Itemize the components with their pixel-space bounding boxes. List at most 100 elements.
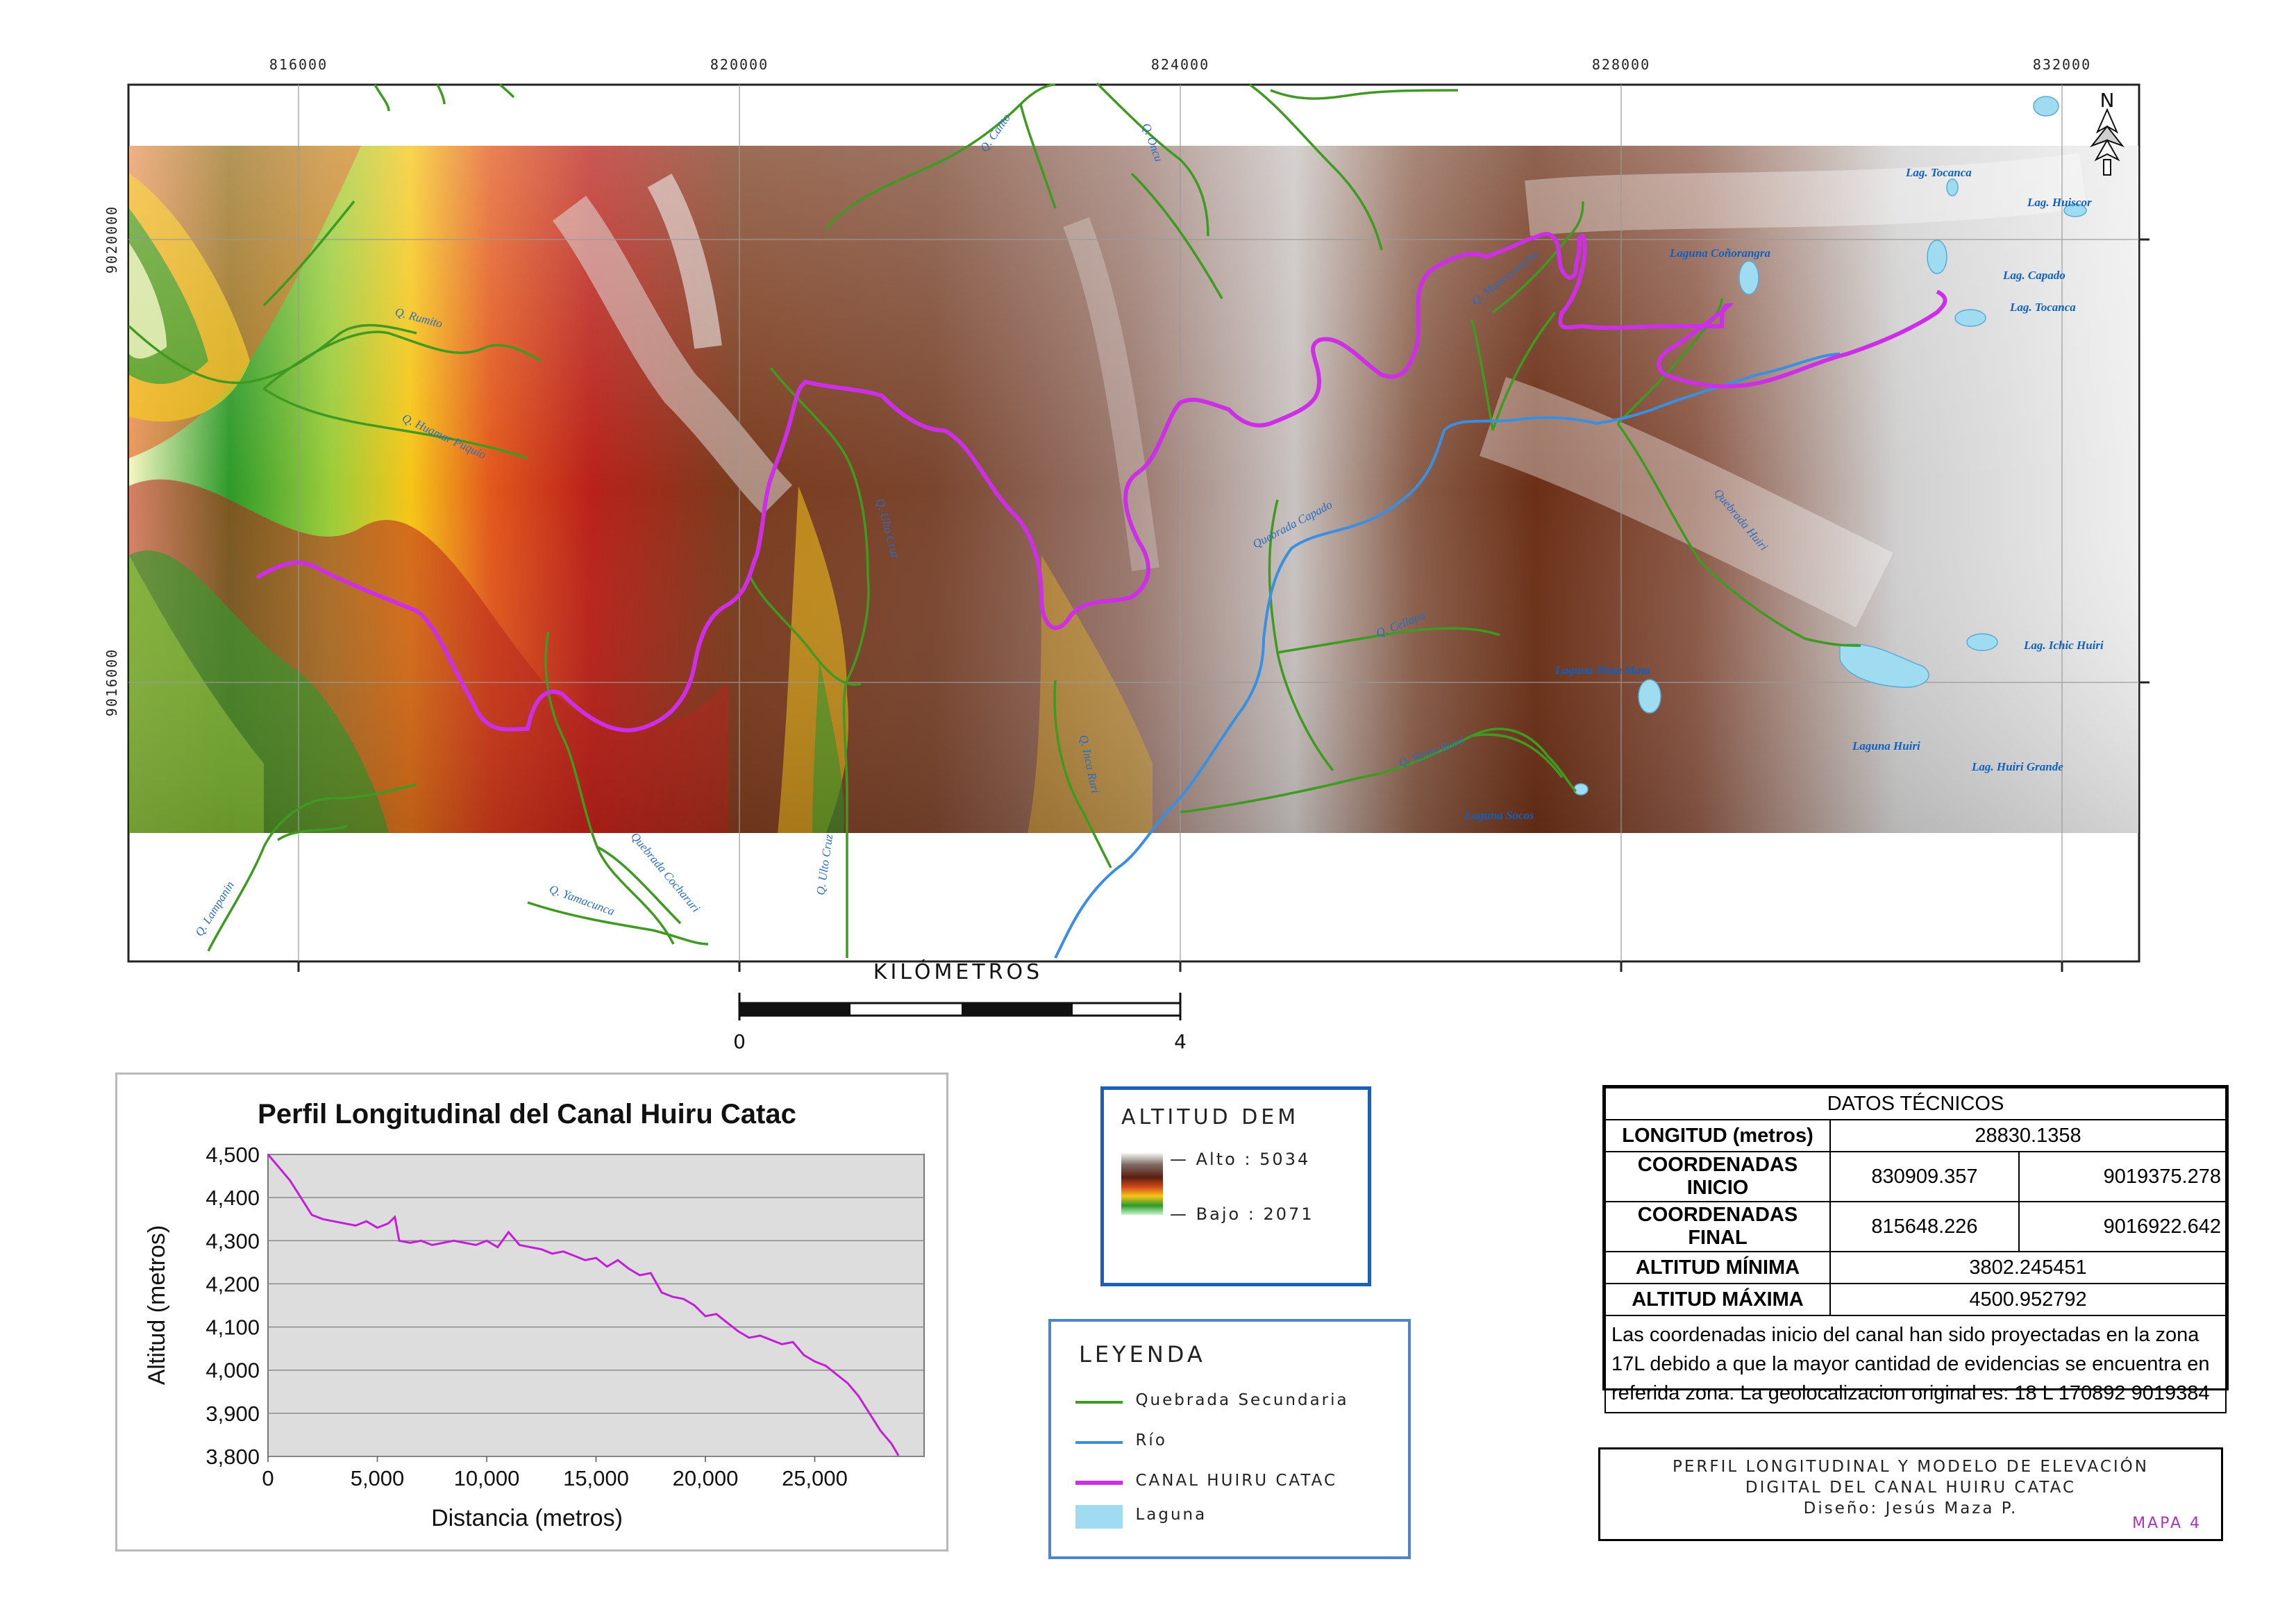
datos-label: LONGITUD (metros) — [1604, 1119, 1831, 1152]
legend-item: Laguna — [1075, 1505, 1207, 1529]
legend-item: CANAL HUIRU CATAC — [1075, 1472, 1337, 1490]
y-tick-label: 4,400 — [206, 1186, 260, 1210]
datos-note: Las coordenadas inicio del canal han sid… — [1604, 1315, 2227, 1413]
legend-item: Quebrada Secundaria — [1075, 1391, 1349, 1409]
datos-value: 9016922.642 — [2018, 1201, 2227, 1252]
lake-label: Lag. Huiscor — [2027, 196, 2092, 209]
lake-label: Lag. Capado — [2002, 269, 2065, 282]
lake — [1638, 679, 1661, 714]
title-line-2: digital del canal Huiru Catac — [1745, 1479, 2077, 1497]
lake — [1573, 783, 1589, 796]
dem-legend-title: ALTITUD DEM — [1121, 1105, 1300, 1129]
y-tick-label: 4,500 — [206, 1143, 260, 1167]
datos-value: 4500.952792 — [1829, 1283, 2227, 1316]
northing-tick-label: 9016000 — [103, 648, 120, 716]
lakes — [1573, 96, 2087, 796]
lake-label: Lag. Tocanca — [1905, 166, 1972, 179]
lake — [1966, 633, 1998, 651]
lake-label: Laguna Huiri — [1852, 739, 1920, 752]
lake-swatch — [1075, 1505, 1123, 1529]
easting-tick-label: 828000 — [1592, 56, 1650, 73]
legend-item-label: Quebrada Secundaria — [1135, 1391, 1349, 1409]
plot-area — [267, 1154, 925, 1457]
datos-value: 3802.245451 — [1829, 1251, 2227, 1284]
y-tick-label: 3,800 — [206, 1445, 260, 1469]
title-line-1: Perfil longitudinal y modelo de elevació… — [1672, 1458, 2149, 1476]
dem-color-ramp — [1121, 1152, 1163, 1215]
y-tick-label: 4,300 — [206, 1229, 260, 1253]
easting-tick-label: 820000 — [710, 56, 769, 73]
y-tick-label: 4,000 — [206, 1359, 260, 1383]
datos-label: ALTITUD MÍNIMA — [1604, 1251, 1831, 1284]
x-tick-label: 25,000 — [782, 1466, 848, 1490]
x-tick-label: 5,000 — [351, 1466, 405, 1490]
easting-labels: 816000 820000 824000 828000 832000 — [269, 56, 2091, 73]
x-tick-label: 0 — [262, 1466, 274, 1490]
y-tick-label: 4,100 — [206, 1315, 260, 1340]
frame-ticks — [297, 238, 2150, 972]
lake-label: Lag. Ichic Huiri — [2023, 639, 2104, 652]
lake-label: Lag. Tocanca — [2009, 301, 2076, 314]
dem-low-label: — Bajo : 2071 — [1170, 1204, 1314, 1224]
title-line-3: Diseño: Jesús Maza P. — [1803, 1499, 2018, 1517]
legend-item-label: Río — [1135, 1431, 1167, 1449]
easting-tick-label: 832000 — [2033, 56, 2091, 73]
datos-value: 830909.357 — [1829, 1151, 2020, 1202]
y-tick-label: 3,900 — [206, 1402, 260, 1426]
secondary-streams — [128, 82, 1861, 958]
legend-title: LEYENDA — [1079, 1341, 1206, 1368]
map-number: MAPA 4 — [2132, 1515, 2202, 1532]
scale-end-label: 4 — [1174, 1030, 1187, 1053]
lake-label: Laguna Socos — [1464, 809, 1534, 822]
dem-legend: ALTITUD DEM — Alto : 5034 — Bajo : 2071 — [1100, 1086, 1371, 1286]
x-axis-label: Distancia (metros) — [431, 1505, 623, 1531]
lake — [1927, 239, 1947, 274]
profile-chart-panel: Perfil Longitudinal del Canal Huiru Cata… — [115, 1073, 948, 1551]
lake — [2063, 203, 2087, 217]
datos-value: 28830.1358 — [1829, 1119, 2227, 1152]
y-tick-label: 4,200 — [206, 1272, 260, 1296]
title-block: Perfil longitudinal y modelo de elevació… — [1598, 1447, 2223, 1541]
scale-bar: Kilómetros 0 4 — [733, 959, 1187, 1053]
datos-value: 815648.226 — [1829, 1201, 2020, 1252]
datos-table: DATOS TÉCNICOS LONGITUD (metros) 28830.1… — [1604, 1087, 2227, 1413]
scale-title: Kilómetros — [873, 959, 1043, 984]
scale-start-label: 0 — [733, 1030, 746, 1053]
north-letter: N — [2100, 89, 2115, 112]
legend-box: LEYENDA Quebrada Secundaria Río CANAL HU… — [1048, 1319, 1411, 1559]
lake — [1954, 309, 1986, 327]
y-axis-label: Altitud (metros) — [144, 1225, 170, 1386]
legend-item-label: Laguna — [1135, 1506, 1207, 1524]
stream-swatch — [1075, 1400, 1123, 1404]
dem-raster — [129, 146, 2138, 833]
lake — [1738, 260, 1759, 295]
profile-chart: Perfil Longitudinal del Canal Huiru Cata… — [144, 1099, 925, 1531]
northing-tick-label: 9020000 — [103, 205, 120, 274]
x-tick-label: 15,000 — [563, 1466, 629, 1490]
legend-item-label: CANAL HUIRU CATAC — [1135, 1472, 1338, 1490]
datos-tecnicos: DATOS TÉCNICOS LONGITUD (metros) 28830.1… — [1602, 1085, 2229, 1413]
lake — [1839, 643, 1929, 688]
easting-tick-label: 816000 — [269, 56, 328, 73]
profile-series-line — [267, 1154, 900, 1456]
lake-label: Laguna Mata Mata — [1555, 664, 1650, 677]
lake-label: Lag. Huiri Grande — [1971, 760, 2063, 773]
canal-swatch — [1075, 1480, 1123, 1485]
legend-item: Río — [1075, 1431, 1167, 1449]
x-tick-label: 20,000 — [673, 1466, 739, 1490]
river — [1054, 353, 1841, 959]
datos-value: 9019375.278 — [2018, 1151, 2227, 1202]
lake-labels: Lag. Tocanca Lag. Huiscor Laguna Coñoran… — [1464, 166, 2104, 822]
canal-huiru-catac — [255, 232, 1947, 732]
river-swatch — [1075, 1440, 1123, 1444]
datos-label: COORDENADAS FINAL — [1604, 1201, 1831, 1252]
easting-tick-label: 824000 — [1151, 56, 1209, 73]
lake-label: Laguna Coñorangra — [1669, 246, 1771, 260]
north-arrow-icon: N — [2090, 89, 2125, 176]
lake — [1946, 178, 1959, 196]
datos-label: ALTITUD MÁXIMA — [1604, 1283, 1831, 1316]
dem-high-label: — Alto : 5034 — [1170, 1150, 1311, 1169]
x-tick-label: 10,000 — [454, 1466, 520, 1490]
lake — [2033, 96, 2059, 117]
